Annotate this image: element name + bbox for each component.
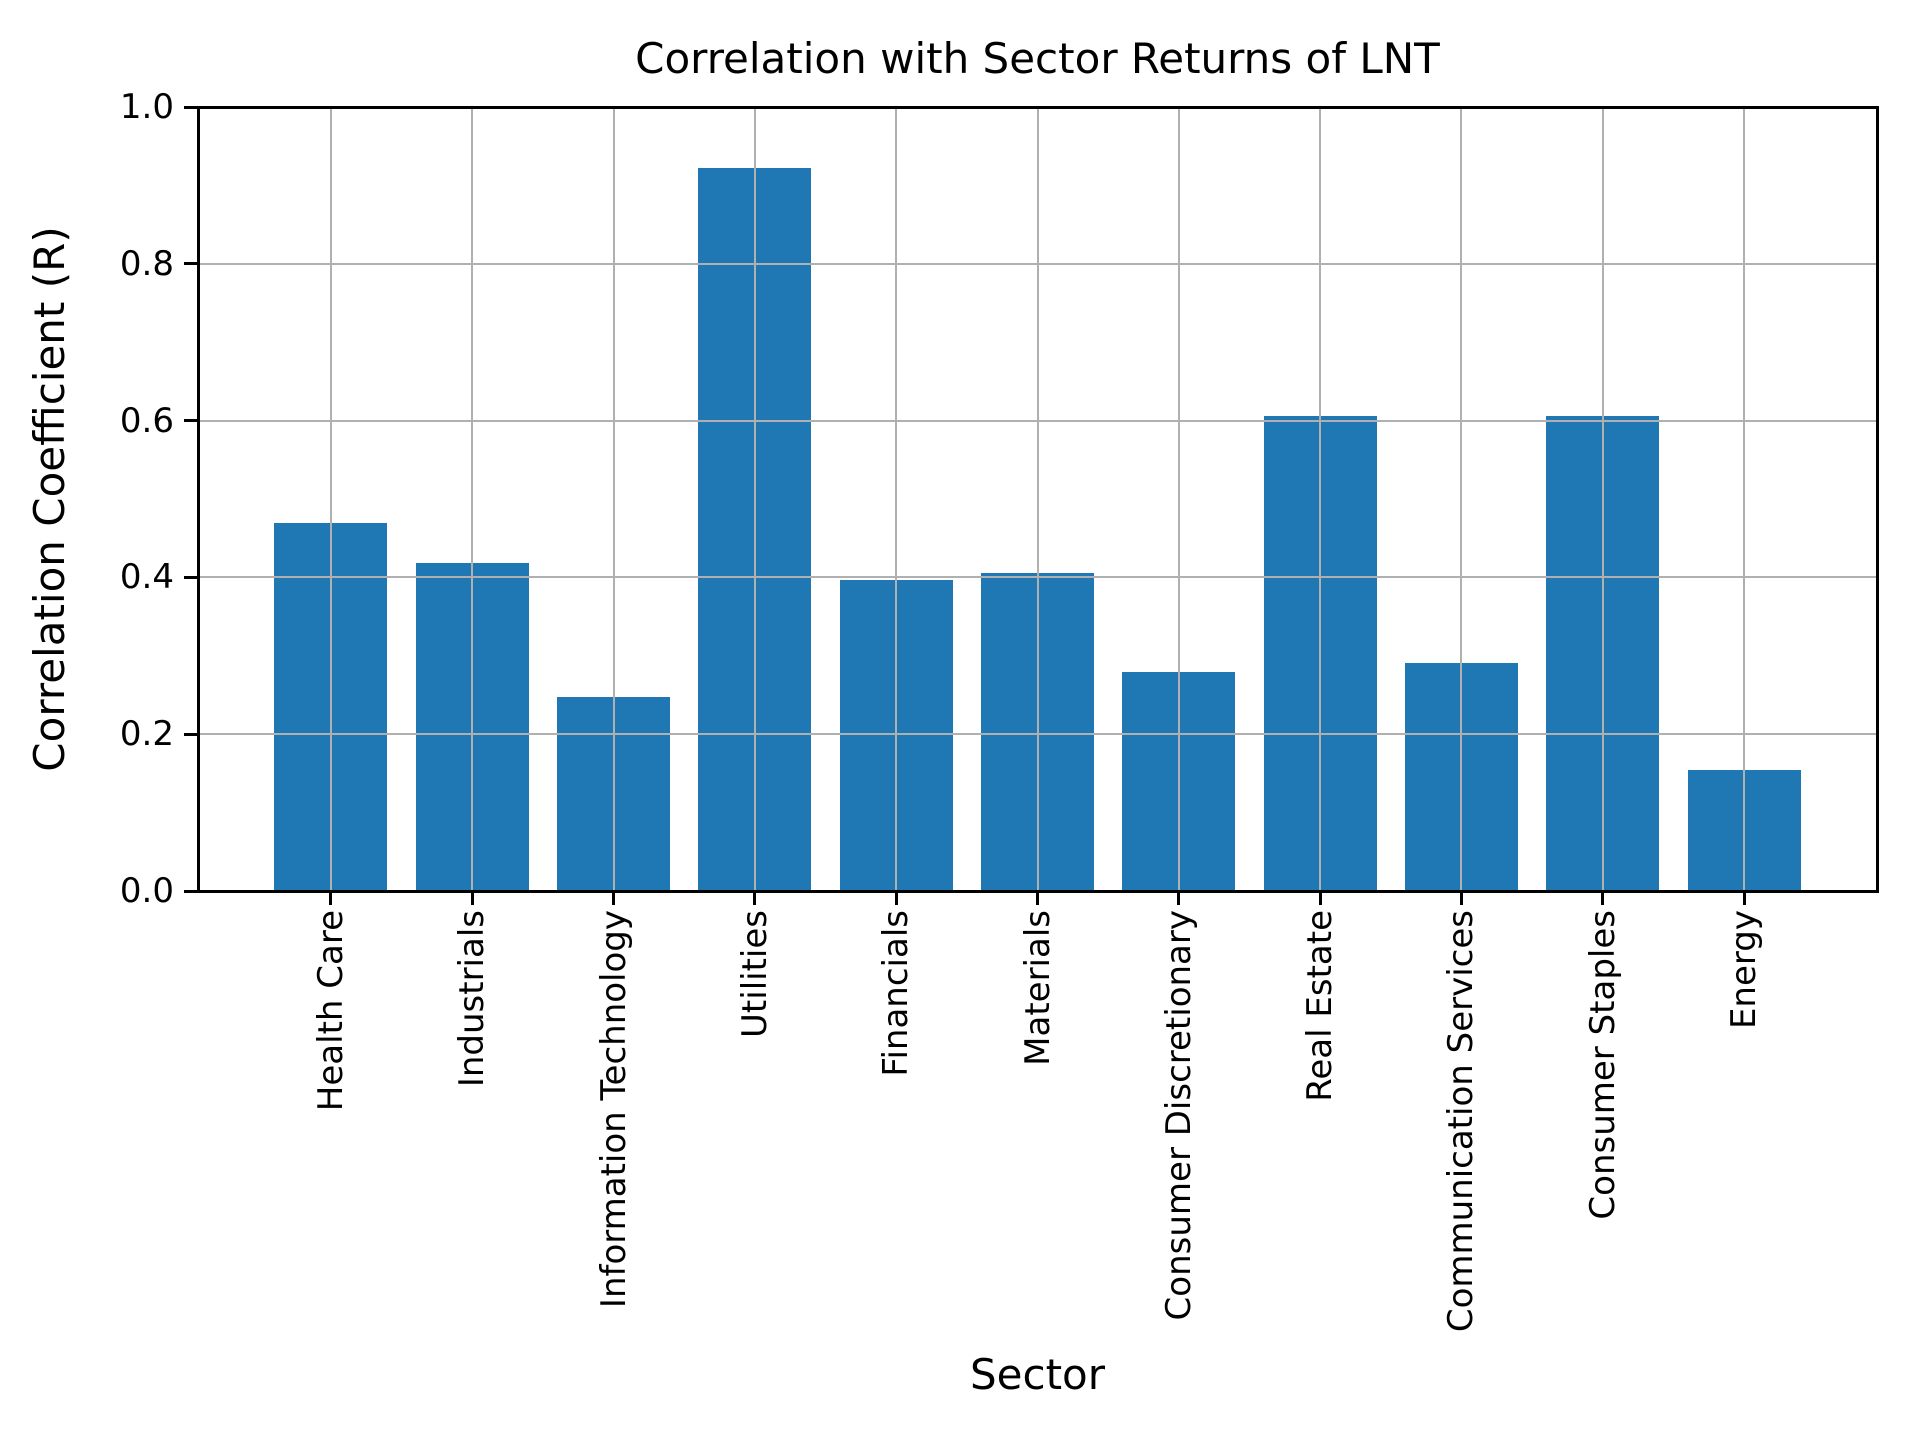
plot-area [198,107,1877,891]
x-tick-label-consumer-discretionary: Consumer Discretionary [1158,910,1199,1321]
gridline-x-materials [1036,107,1039,891]
y-tick-label-0.4: 0.4 [119,557,174,598]
x-axis-label: Sector [969,1350,1106,1399]
gridline-x-financials [895,107,898,891]
x-tick-consumer-discretionary [1177,891,1181,905]
x-tick-label-communication-services: Communication Services [1441,910,1482,1333]
x-tick-materials [1036,891,1039,905]
x-tick-label-energy: Energy [1724,910,1765,1030]
x-tick-label-consumer-staples: Consumer Staples [1582,910,1623,1220]
x-tick-communication-services [1459,891,1463,905]
y-tick-label-1.0: 1.0 [119,87,174,127]
x-tick-financials [894,891,898,905]
y-tick-0.4 [184,575,198,579]
y-tick-label-0.0: 0.0 [119,871,174,911]
y-tick-0.6 [184,419,198,423]
x-tick-information-technology [612,891,615,905]
y-tick-1.0 [184,105,198,109]
gridline-x-consumer-staples [1601,107,1604,891]
gridline-x-communication-services [1460,107,1463,891]
chart-title: Correlation with Sector Returns of LNT [635,34,1440,83]
x-tick-health-care [329,891,333,905]
y-tick-label-0.6: 0.6 [119,400,174,441]
y-tick-label-0.2: 0.2 [119,714,174,755]
gridline-x-industrials [471,107,474,891]
x-tick-energy [1742,891,1746,905]
x-tick-label-real-estate: Real Estate [1300,910,1341,1102]
x-tick-label-industrials: Industrials [452,910,493,1088]
y-tick-0.0 [184,889,198,893]
gridline-x-information-technology [612,107,615,891]
gridline-x-energy [1743,107,1746,891]
gridline-x-health-care [329,107,332,891]
y-tick-0.2 [184,732,198,736]
x-tick-utilities [753,891,757,905]
gridline-x-consumer-discretionary [1177,107,1180,891]
gridline-x-utilities [753,107,756,891]
x-tick-label-financials: Financials [876,910,917,1077]
x-tick-label-health-care: Health Care [310,910,351,1112]
x-tick-consumer-staples [1601,891,1605,905]
y-axis-label: Correlation Coefficient (R) [25,226,74,772]
x-tick-label-materials: Materials [1017,910,1058,1066]
y-tick-0.8 [184,262,198,266]
y-tick-label-0.8: 0.8 [119,243,174,284]
x-tick-real-estate [1318,891,1322,905]
gridline-x-real-estate [1319,107,1322,891]
x-tick-label-information-technology: Information Technology [593,910,634,1309]
x-tick-industrials [470,891,474,905]
x-tick-label-utilities: Utilities [734,910,775,1038]
